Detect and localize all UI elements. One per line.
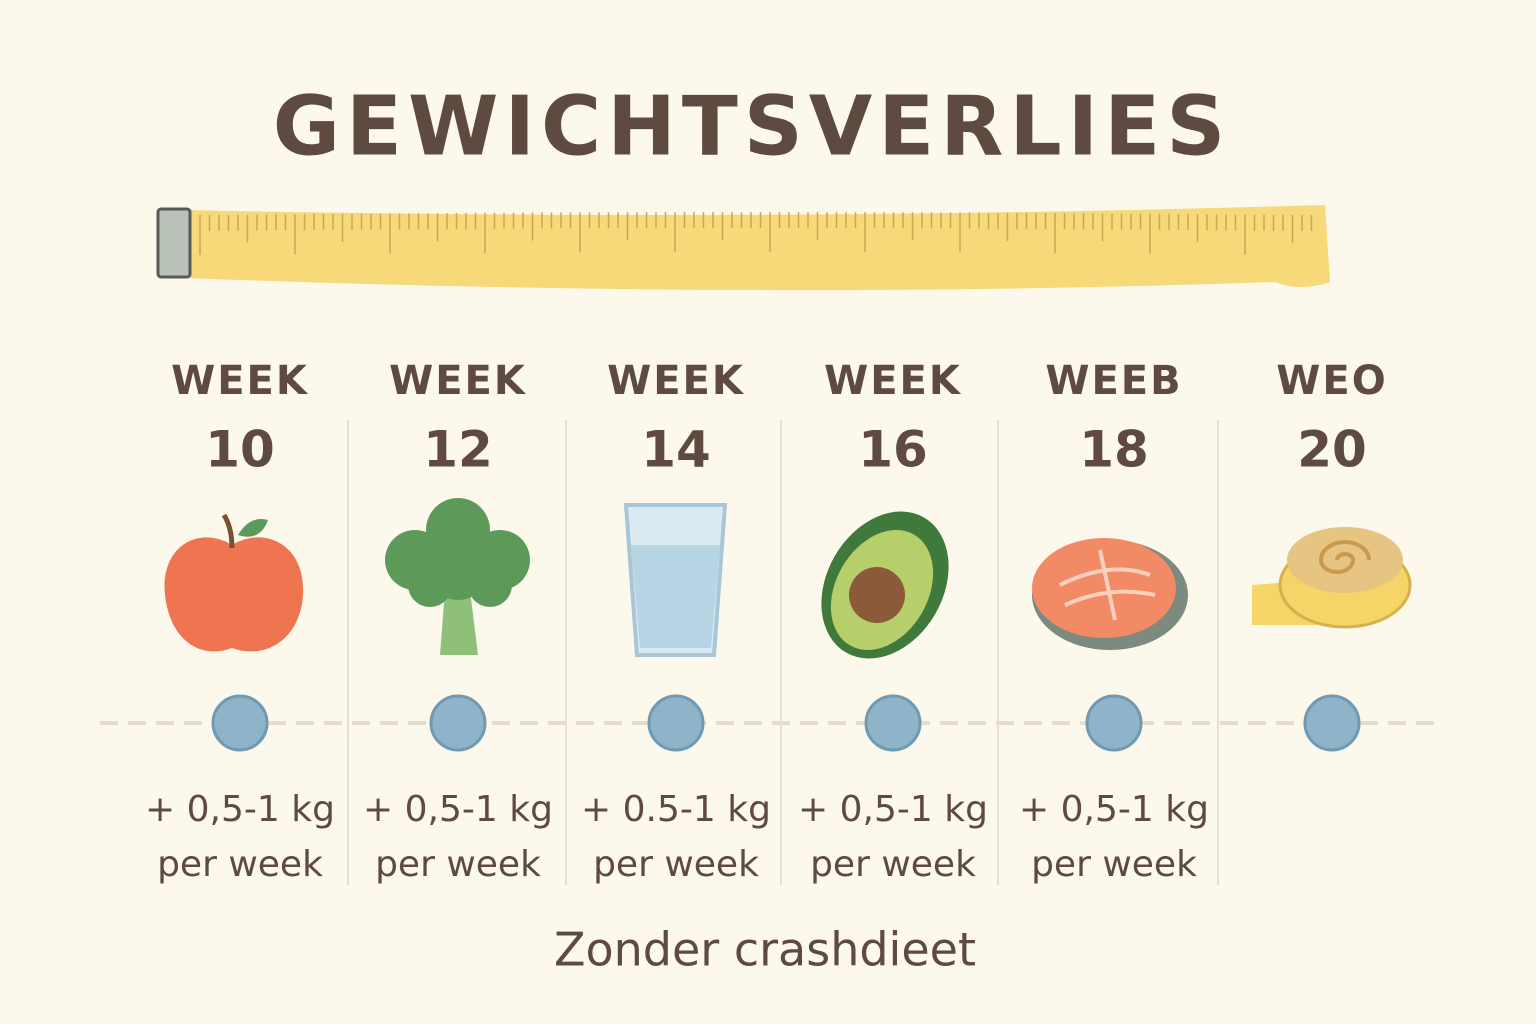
timeline-dot bbox=[1303, 694, 1361, 752]
week-label: WEO bbox=[1276, 358, 1387, 404]
week-number: 16 bbox=[858, 421, 928, 479]
tape-roll-icon bbox=[1252, 527, 1412, 629]
weekly-note: + 0,5-1 kg bbox=[145, 789, 335, 830]
week-number: 20 bbox=[1297, 421, 1367, 479]
timeline-dot bbox=[211, 694, 269, 752]
tape-end bbox=[156, 207, 192, 279]
week-number: 10 bbox=[205, 421, 275, 479]
timeline-dot bbox=[1085, 694, 1143, 752]
week-label: WEEB bbox=[1045, 358, 1182, 404]
weekly-note: per week bbox=[157, 844, 323, 885]
timeline-dot bbox=[647, 694, 705, 752]
weekly-note: + 0,5-1 kg bbox=[798, 789, 988, 830]
weekly-note: + 0,5-1 kg bbox=[1019, 789, 1209, 830]
tape-measure bbox=[156, 205, 1330, 291]
week-label: WEEK bbox=[171, 358, 309, 404]
weekly-note: + 0.5-1 kg bbox=[581, 789, 771, 830]
salmon-icon bbox=[1032, 538, 1188, 650]
timeline-dot bbox=[864, 694, 922, 752]
week-number: 12 bbox=[423, 421, 493, 479]
glass-icon bbox=[623, 503, 728, 657]
weekly-note: per week bbox=[375, 844, 541, 885]
week-label: WEEK bbox=[389, 358, 527, 404]
weekly-note: + 0,5-1 kg bbox=[363, 789, 553, 830]
apple-icon bbox=[164, 513, 304, 652]
tape-body bbox=[185, 205, 1330, 291]
week-number: 18 bbox=[1079, 421, 1149, 479]
broccoli-icon bbox=[385, 498, 530, 655]
week-number: 14 bbox=[641, 421, 711, 479]
week-label: WEEK bbox=[824, 358, 962, 404]
timeline-dot bbox=[429, 694, 487, 752]
week-label: WEEK bbox=[607, 358, 745, 404]
footer-text: Zonder crashdieet bbox=[554, 923, 976, 977]
weekly-note: per week bbox=[1031, 844, 1197, 885]
weekly-note: per week bbox=[593, 844, 759, 885]
weekly-note: per week bbox=[810, 844, 976, 885]
title: GEWICHTSVERLIES bbox=[273, 79, 1232, 174]
avocado-icon bbox=[821, 511, 949, 659]
